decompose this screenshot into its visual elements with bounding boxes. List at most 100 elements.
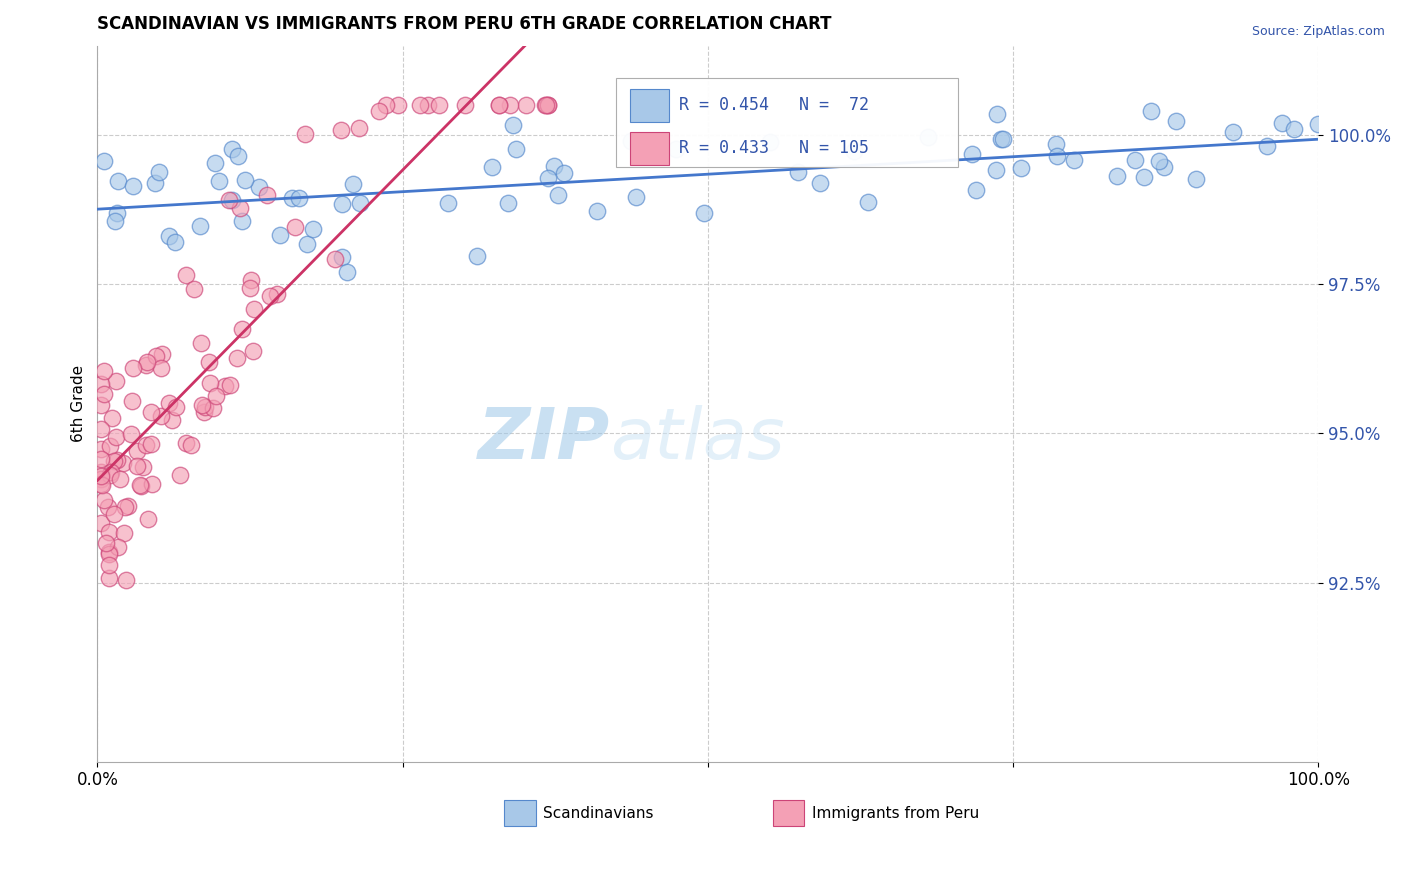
Point [208, 174, 231, 188]
Point [624, 190, 647, 204]
Point [228, 201, 250, 215]
Point [808, 176, 831, 190]
Point [149, 361, 172, 376]
Point [1164, 114, 1187, 128]
Point [1271, 116, 1294, 130]
FancyBboxPatch shape [630, 132, 669, 164]
Point [1185, 171, 1208, 186]
Point [90, 478, 112, 492]
Point [1045, 136, 1067, 151]
Point [105, 374, 128, 388]
Point [200, 376, 222, 391]
Point [180, 438, 202, 452]
Point [295, 237, 318, 252]
Point [145, 349, 167, 363]
Point [160, 413, 183, 427]
Point [620, 134, 643, 148]
Point [984, 162, 1007, 177]
Point [120, 427, 142, 442]
Point [547, 187, 569, 202]
Point [98, 439, 121, 453]
Point [1140, 104, 1163, 119]
Point [553, 166, 575, 180]
Point [139, 405, 162, 419]
Point [233, 173, 256, 187]
Point [107, 541, 129, 555]
Point [787, 165, 810, 179]
Text: ZIP: ZIP [478, 405, 610, 474]
Point [536, 98, 558, 112]
Point [239, 281, 262, 295]
Point [135, 358, 157, 372]
Point [505, 142, 527, 156]
Text: atlas: atlas [610, 405, 785, 474]
Point [128, 478, 150, 492]
Text: SCANDINAVIAN VS IMMIGRANTS FROM PERU 6TH GRADE CORRELATION CHART: SCANDINAVIAN VS IMMIGRANTS FROM PERU 6TH… [97, 15, 832, 33]
Point [143, 176, 166, 190]
Point [374, 98, 396, 112]
Point [387, 98, 409, 112]
Point [190, 336, 212, 351]
Point [183, 282, 205, 296]
Point [97, 545, 120, 559]
Point [856, 195, 879, 210]
Point [342, 178, 364, 192]
Point [231, 322, 253, 336]
Point [330, 123, 353, 137]
Point [159, 229, 181, 244]
Text: Immigrants from Peru: Immigrants from Peru [811, 805, 979, 821]
Point [197, 355, 219, 369]
Point [409, 98, 432, 112]
Point [103, 454, 125, 468]
Point [1063, 153, 1085, 167]
Point [93, 153, 115, 168]
Point [204, 156, 226, 170]
Point [349, 196, 371, 211]
Point [132, 459, 155, 474]
Point [962, 147, 984, 161]
Y-axis label: 6th Grade: 6th Grade [72, 365, 86, 442]
Point [437, 195, 460, 210]
FancyBboxPatch shape [616, 78, 957, 168]
Point [692, 205, 714, 219]
Point [93, 364, 115, 378]
Point [515, 98, 537, 112]
Point [97, 558, 120, 573]
Point [302, 221, 325, 235]
Point [844, 144, 866, 158]
Point [349, 120, 371, 135]
Point [481, 160, 503, 174]
Point [488, 98, 510, 112]
Text: R = 0.433   N = 105: R = 0.433 N = 105 [679, 139, 869, 157]
Point [100, 465, 122, 479]
Point [90, 469, 112, 483]
Point [665, 142, 688, 156]
Point [1256, 139, 1278, 153]
Point [104, 430, 127, 444]
Point [107, 174, 129, 188]
Point [231, 214, 253, 228]
Point [242, 302, 264, 317]
Point [990, 132, 1012, 146]
Point [367, 104, 389, 119]
FancyBboxPatch shape [772, 800, 804, 826]
Point [221, 142, 243, 156]
Point [1107, 169, 1129, 184]
Point [122, 361, 145, 376]
Point [174, 268, 197, 282]
Point [427, 98, 450, 112]
Point [533, 98, 555, 112]
Point [127, 443, 149, 458]
Point [139, 437, 162, 451]
Point [90, 451, 112, 466]
Point [226, 149, 249, 163]
Point [1308, 117, 1330, 131]
Point [280, 191, 302, 205]
Point [499, 98, 522, 112]
Point [416, 98, 439, 112]
Point [1222, 125, 1244, 139]
Point [148, 165, 170, 179]
Point [121, 393, 143, 408]
Point [90, 442, 112, 456]
Point [191, 398, 214, 412]
